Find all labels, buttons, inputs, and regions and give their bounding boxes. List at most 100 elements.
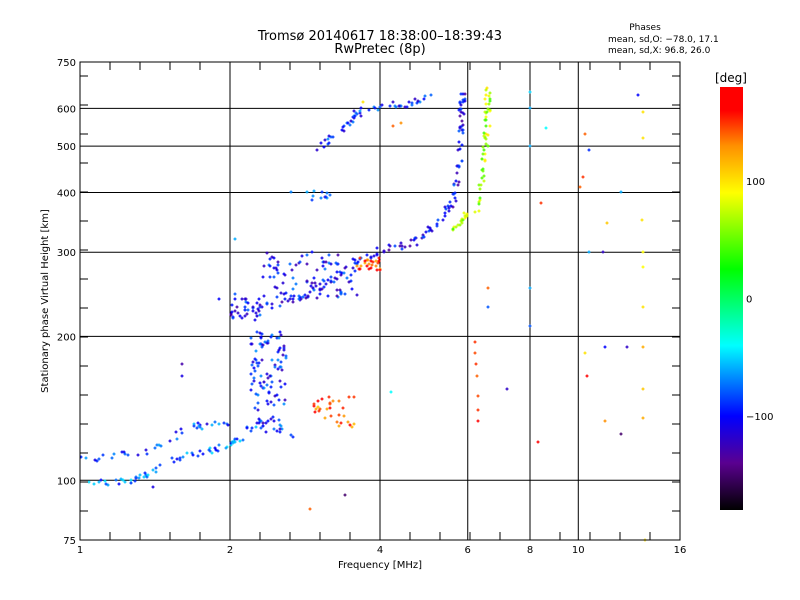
cluster-point-F-low-start [257, 297, 261, 301]
isolated-point [536, 440, 540, 444]
trace-point-E-low-O [191, 453, 195, 457]
trace-point-F-O [280, 300, 284, 304]
cluster-point-F-small [310, 198, 314, 202]
cluster-point-F-spread [305, 253, 309, 257]
trace-point-multi-hop [340, 128, 344, 132]
trace-point-multi-hop [342, 129, 346, 133]
cluster-point-E-orange [316, 405, 320, 409]
trace-point-multi-hop [319, 141, 323, 145]
cluster-point-E-orange [325, 407, 329, 411]
cluster-point-E-spread [258, 331, 262, 335]
trace-point-multi-hop [352, 109, 356, 113]
trace-point-E-upper [153, 446, 157, 450]
trace-point-E-upper [210, 423, 214, 427]
cluster-point-E-orange [342, 414, 346, 418]
trace-point-F-X [482, 131, 486, 135]
trace-point-F-O [303, 293, 307, 297]
trace-point-E-low-O [99, 478, 103, 482]
trace-point-F-O [306, 294, 310, 298]
isolated-point [308, 507, 312, 511]
cluster-point-F-orange [355, 264, 359, 268]
cluster-point-E-spread [250, 382, 254, 386]
cluster-point-F-spread [349, 273, 353, 277]
trace-point-multi-hop [407, 100, 411, 104]
cluster-point-E-spread [259, 426, 263, 430]
cluster-point-F-small [320, 190, 324, 194]
cluster-point-F-spread [310, 281, 314, 285]
cluster-point-F-low-start [235, 305, 239, 309]
cluster-point-E-orange [350, 425, 354, 429]
cluster-point-E-spread [256, 364, 260, 368]
isolated-point [289, 190, 293, 194]
trace-point-multi-hop [351, 120, 355, 124]
trace-point-F-X [478, 187, 482, 191]
cluster-point-E-spread [254, 392, 258, 396]
cluster-point-F-spread [312, 288, 316, 292]
isolated-point [528, 144, 532, 148]
cluster-point-F-orange [367, 267, 371, 271]
cluster-point-E-spread [266, 376, 270, 380]
cluster-point-F-orange [376, 261, 380, 265]
cluster-point-F-small [325, 191, 329, 195]
trace-point-F-O [421, 235, 425, 239]
cluster-point-F-spread [268, 264, 272, 268]
cluster-point-E-spread [273, 394, 277, 398]
cluster-point-E-orange [335, 420, 339, 424]
cluster-point-F-spread [309, 284, 313, 288]
isolated-point [117, 482, 121, 486]
cluster-point-F-spread [294, 282, 298, 286]
trace-point-F-O [424, 230, 428, 234]
trace-point-multi-hop [378, 105, 382, 109]
isolated-point [587, 148, 591, 152]
trace-point-E-low-O [121, 478, 125, 482]
cluster-point-E-spread [262, 386, 266, 390]
trace-point-F-X [477, 202, 481, 206]
cluster-point-E-spread [269, 400, 273, 404]
trace-point-F-X [483, 136, 487, 140]
isolated-point [233, 237, 237, 241]
cluster-point-F-low-start [257, 309, 261, 313]
cluster-point-E-spread [270, 380, 274, 384]
trace-point-F-O [461, 128, 465, 132]
isolated-point [305, 190, 309, 194]
trace-point-F-X [482, 148, 486, 152]
trace-point-multi-hop [391, 100, 395, 104]
cluster-point-E-orange [337, 424, 341, 428]
trace-point-F-O [460, 119, 464, 123]
isolated-point [641, 265, 645, 269]
isolated-point [528, 90, 532, 94]
cluster-point-E-spread [264, 430, 268, 434]
cluster-point-F-orange [370, 263, 374, 267]
isolated-point [641, 250, 645, 254]
isolated-point [636, 93, 640, 97]
trace-point-E-low-O [279, 424, 283, 428]
cluster-point-F-spread [326, 294, 330, 298]
cluster-point-E-spread [259, 374, 263, 378]
cluster-point-F-spread [343, 266, 347, 270]
trace-point-E-low-O [208, 446, 212, 450]
trace-point-F-O [454, 199, 458, 203]
trace-point-F-X [486, 144, 490, 148]
trace-point-F-O [288, 297, 292, 301]
trace-point-F-X [488, 97, 492, 101]
trace-point-E-low-O [142, 475, 146, 479]
cluster-point-E-spread [261, 343, 265, 347]
trace-point-multi-hop [413, 97, 417, 101]
trace-point-F-X [459, 219, 463, 223]
trace-point-multi-hop [410, 103, 414, 107]
trace-point-F-O [258, 303, 262, 307]
trace-point-F-X [482, 174, 486, 178]
y-tick-labels: 75 100 200 300 400 500 600 750 [57, 58, 76, 547]
trace-point-E-upper [226, 423, 230, 427]
cluster-point-F-spread [329, 262, 333, 266]
trace-point-E-upper [136, 453, 140, 457]
cluster-point-F-orange [367, 262, 371, 266]
trace-point-F-O [301, 295, 305, 299]
cluster-point-E-spread [253, 369, 257, 373]
cluster-point-E-orange [317, 409, 321, 413]
cluster-point-F-spread [351, 257, 355, 261]
cluster-point-E-spread [282, 402, 286, 406]
trace-point-F-X [473, 210, 477, 214]
isolated-point [641, 305, 645, 309]
data-points [79, 86, 647, 542]
